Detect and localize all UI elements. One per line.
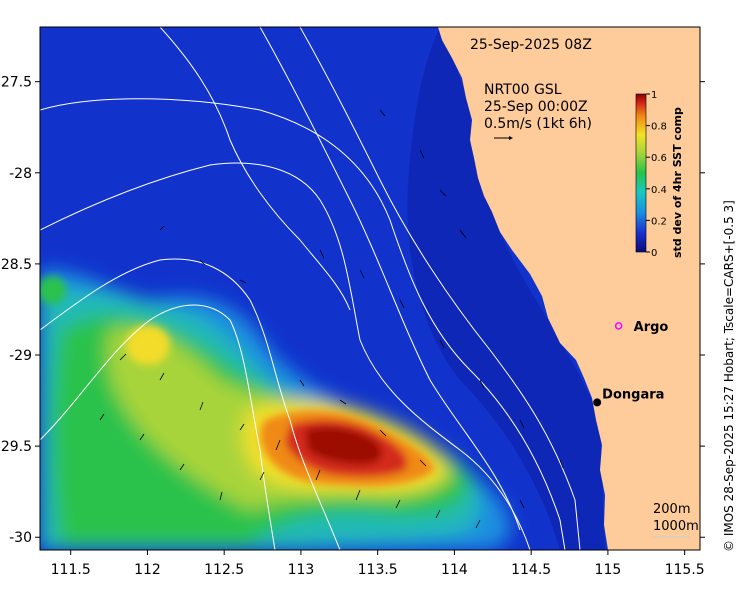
plot-frame (39, 26, 701, 551)
x-tick-label: 115.5 (665, 562, 705, 578)
colorbar-label: std dev of 4hr SST comp (671, 107, 684, 258)
y-tick-label: -28 (9, 166, 32, 182)
y-axis: -27.5 -28 -28.5 -29 -29.5 -30 (0, 75, 705, 546)
land-mass (438, 27, 700, 550)
current-info-line1: NRT00 GSL (484, 82, 562, 98)
colorbar-gradient (635, 93, 647, 253)
colorbar-tick-label: 0.8 (651, 122, 667, 133)
x-tick-label: 114 (441, 562, 468, 578)
side-caption: © IMOS 28-Sep-2025 15:27 Hobart; Tscale=… (722, 200, 736, 552)
contour-legend-200m: 200m (653, 502, 690, 517)
place-label-argo: Argo (634, 320, 669, 335)
colorbar: 0 0.2 0.4 0.6 0.8 1 std dev of 4hr SST comp (635, 90, 684, 259)
x-tick-label: 111.5 (51, 562, 91, 578)
current-info-line3: 0.5m/s (1kt 6h) (484, 116, 592, 132)
colorbar-tick-label: 0 (651, 248, 657, 259)
place-markers: Argo Dongara (593, 320, 668, 407)
colorbar-tick-label: 1 (651, 90, 657, 101)
y-tick-label: -29.5 (0, 439, 32, 455)
colorbar-ticks: 0 0.2 0.4 0.6 0.8 1 (646, 90, 667, 259)
colorbar-tick-label: 0.2 (651, 216, 667, 227)
dongara-marker-icon (593, 398, 602, 407)
contour-legend-1000m: 1000m (653, 519, 699, 534)
place-label-dongara: Dongara (602, 387, 664, 402)
y-tick-label: -29 (9, 348, 32, 364)
x-tick-label: 112.5 (204, 562, 244, 578)
x-axis: 111.5 112 112.5 113 113.5 114 114.5 115 115.5 (51, 550, 705, 578)
sst-field (40, 27, 700, 550)
colorbar-tick-label: 0.4 (651, 185, 667, 196)
y-tick-label: -28.5 (0, 257, 32, 273)
x-tick-label: 112 (134, 562, 161, 578)
timestamp-label: 25-Sep-2025 08Z (470, 37, 592, 53)
x-tick-label: 113.5 (358, 562, 398, 578)
current-vectors (99, 109, 564, 529)
y-tick-label: -30 (9, 530, 32, 546)
current-info-line2: 25-Sep 00:00Z (484, 99, 588, 115)
y-tick-label: -27.5 (0, 75, 32, 91)
colorbar-tick-label: 0.6 (651, 153, 667, 164)
x-tick-label: 114.5 (511, 562, 551, 578)
depth-contours (40, 27, 581, 550)
x-tick-label: 113 (288, 562, 315, 578)
argo-marker-icon (614, 322, 623, 330)
x-tick-label: 115 (595, 562, 622, 578)
